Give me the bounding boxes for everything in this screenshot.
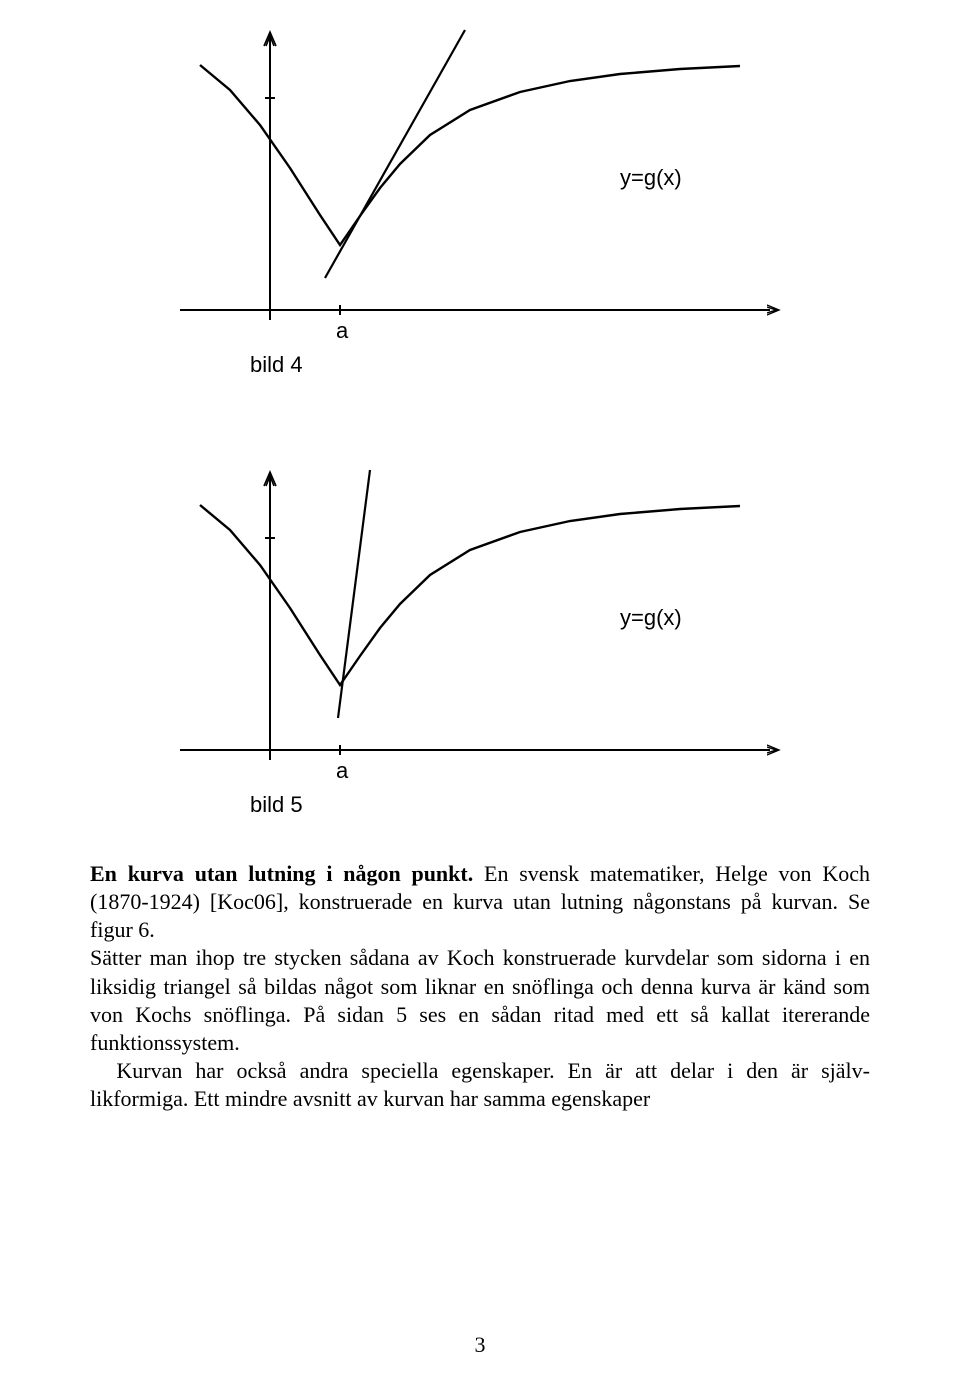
figure-5-bg (160, 460, 800, 830)
page-number: 3 (0, 1332, 960, 1358)
paragraph-1b: Sätter man ihop tre stycken sådana av Ko… (90, 944, 870, 1057)
figure-4-curve-label: y=g(x) (620, 165, 682, 190)
figure-4-x-tick-label: a (336, 318, 349, 343)
figure-4: y=g(x) a bild 4 (160, 20, 800, 390)
figure-5-svg: y=g(x) a bild 5 (160, 460, 800, 830)
figure-4-svg: y=g(x) a bild 4 (160, 20, 800, 390)
paragraph-2: Kurvan har också andra speciella egenska… (90, 1057, 870, 1113)
body-text: En kurva utan lutning i någon punkt. En … (90, 860, 870, 1113)
figure-4-caption: bild 4 (250, 352, 303, 377)
figure-4-bg (160, 20, 800, 390)
figure-5-x-tick-label: a (336, 758, 349, 783)
figure-5: y=g(x) a bild 5 (160, 460, 800, 830)
paragraph-1-heading: En kurva utan lutning i någon punkt. (90, 861, 473, 886)
figure-5-curve-label: y=g(x) (620, 605, 682, 630)
paragraph-1: En kurva utan lutning i någon punkt. En … (90, 860, 870, 944)
figure-5-caption: bild 5 (250, 792, 303, 817)
page: y=g(x) a bild 4 y=g(x) a bild 5 (0, 0, 960, 1382)
